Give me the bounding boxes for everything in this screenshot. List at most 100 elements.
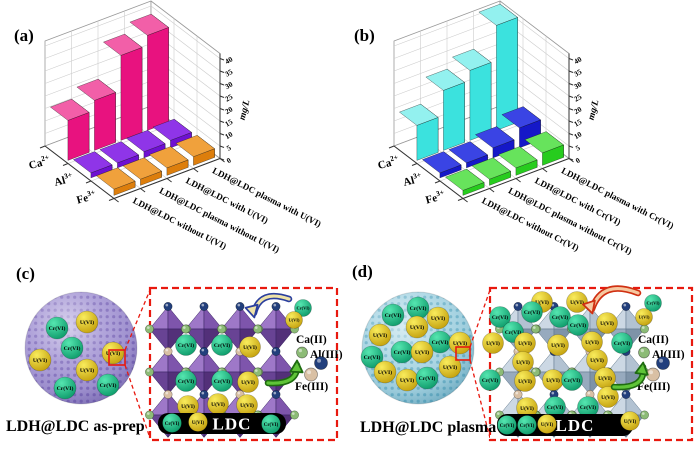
svg-text:Cr(VI): Cr(VI) <box>64 345 81 352</box>
u-ion <box>482 332 504 354</box>
svg-text:U(VI): U(VI) <box>541 423 554 428</box>
svg-text:Cr(VI): Cr(VI) <box>614 340 630 347</box>
svg-text:U(VI): U(VI) <box>443 364 457 371</box>
svg-text:Cr(VI): Cr(VI) <box>524 309 540 316</box>
cr-ion <box>644 294 662 312</box>
svg-text:Cr(VI): Cr(VI) <box>165 422 180 427</box>
svg-text:U(VI): U(VI) <box>211 401 225 408</box>
cr-ion <box>60 336 84 360</box>
u-ion <box>547 334 569 356</box>
panel-b-label: (b) <box>354 26 375 45</box>
svg-text:U(VI): U(VI) <box>551 342 565 349</box>
bars-3d <box>50 13 215 196</box>
panel-d-caption: LDH@LDC plasma <box>360 419 497 436</box>
u-ion <box>596 312 618 334</box>
legend-label: Fe(III) <box>637 381 670 393</box>
svg-text:U(VI): U(VI) <box>192 421 205 426</box>
adsorption-arrow <box>244 292 293 319</box>
svg-text:Cr(VI): Cr(VI) <box>520 424 535 429</box>
svg-text:40: 40 <box>223 54 234 66</box>
svg-text:U(VI): U(VI) <box>378 369 392 376</box>
u-ion <box>373 360 397 384</box>
cr-ion <box>175 334 197 356</box>
svg-text:0: 0 <box>574 155 582 165</box>
panel-a-label: (a) <box>14 26 34 45</box>
svg-text:30: 30 <box>223 79 234 91</box>
ldc-substrate-bar: LDC Cr(VI) Cr(VI) U(VI) U(VI) <box>497 411 640 436</box>
svg-text:Cr(VI): Cr(VI) <box>432 339 449 346</box>
svg-text:U(VI): U(VI) <box>520 405 534 412</box>
svg-text:U(VI): U(VI) <box>415 349 429 356</box>
svg-text:0: 0 <box>225 155 233 165</box>
cr-ion <box>261 414 281 434</box>
svg-text:Cr(VI): Cr(VI) <box>385 312 402 319</box>
cr-ion <box>96 373 120 397</box>
svg-text:Cr(VI): Cr(VI) <box>178 342 194 349</box>
cr-ion <box>360 345 384 369</box>
u-ion <box>75 310 99 334</box>
svg-text:U(VI): U(VI) <box>590 357 604 364</box>
panel-b-bar-chart: 0510152025303540mg/LCa2+Al3+Fe3+LDH@LDC … <box>377 0 675 255</box>
svg-text:5: 5 <box>574 143 582 153</box>
cr-ion <box>415 366 439 390</box>
cr-ion <box>479 369 501 391</box>
legend-sphere <box>656 356 670 370</box>
svg-text:Cr(VI): Cr(VI) <box>580 404 596 411</box>
panel-c-label: (c) <box>16 264 35 283</box>
svg-text:35: 35 <box>572 67 583 79</box>
svg-text:U(VI): U(VI) <box>453 340 467 347</box>
legend-sphere <box>638 346 650 359</box>
cr-ion <box>489 306 511 328</box>
svg-text:Cr(VI): Cr(VI) <box>297 306 310 311</box>
svg-text:Cr(VI): Cr(VI) <box>100 382 117 389</box>
svg-text:10: 10 <box>223 129 234 141</box>
svg-text:U(VI): U(VI) <box>106 350 120 357</box>
svg-text:U(VI): U(VI) <box>33 357 47 364</box>
u-ion <box>75 358 99 382</box>
adsorption-arrow <box>582 285 642 315</box>
svg-text:Cr(VI): Cr(VI) <box>49 325 66 332</box>
svg-text:Cr(VI): Cr(VI) <box>57 385 74 392</box>
cr-ion <box>521 301 543 323</box>
svg-text:U(VI): U(VI) <box>410 324 424 331</box>
cr-ion <box>162 413 182 433</box>
legend-label: Ca(II) <box>296 334 327 346</box>
svg-text:Cr(VI): Cr(VI) <box>214 378 230 385</box>
svg-text:U(VI): U(VI) <box>289 318 301 323</box>
svg-text:mg/L: mg/L <box>238 99 253 122</box>
svg-text:Fe3+: Fe3+ <box>424 188 447 207</box>
release-arrow <box>610 361 649 391</box>
svg-text:U(VI): U(VI) <box>598 375 612 382</box>
svg-text:15: 15 <box>223 117 234 129</box>
cr-ion <box>517 415 537 435</box>
svg-text:U(VI): U(VI) <box>546 377 560 384</box>
legend-sphere <box>304 367 318 382</box>
svg-text:25: 25 <box>572 92 583 104</box>
svg-text:U(VI): U(VI) <box>639 315 651 320</box>
svg-text:U(VI): U(VI) <box>80 319 94 326</box>
u-ion <box>237 371 259 393</box>
svg-text:U(VI): U(VI) <box>518 340 532 347</box>
u-ion <box>410 340 434 364</box>
svg-text:U(VI): U(VI) <box>516 359 530 366</box>
cr-ion <box>211 334 233 356</box>
bars-3d <box>399 3 564 196</box>
svg-text:Cr(VI): Cr(VI) <box>419 375 436 382</box>
cr-ion <box>381 303 405 327</box>
u-ion <box>537 414 557 434</box>
u-ion <box>28 348 52 372</box>
u-ion <box>514 370 536 392</box>
svg-text:Cr(VI): Cr(VI) <box>564 377 580 384</box>
svg-text:U(VI): U(VI) <box>80 367 94 374</box>
svg-text:U(VI): U(VI) <box>400 377 414 384</box>
cr-ion <box>549 306 571 328</box>
legend-label: Fe(III) <box>295 381 328 393</box>
svg-text:Cr(VI): Cr(VI) <box>178 378 194 385</box>
legend: Ca(II)Al(III)Fe(III) <box>295 334 343 393</box>
svg-text:Al3+: Al3+ <box>401 170 423 189</box>
svg-text:40: 40 <box>572 54 583 66</box>
svg-text:Cr(VI): Cr(VI) <box>482 377 498 384</box>
u-ion <box>405 315 429 339</box>
